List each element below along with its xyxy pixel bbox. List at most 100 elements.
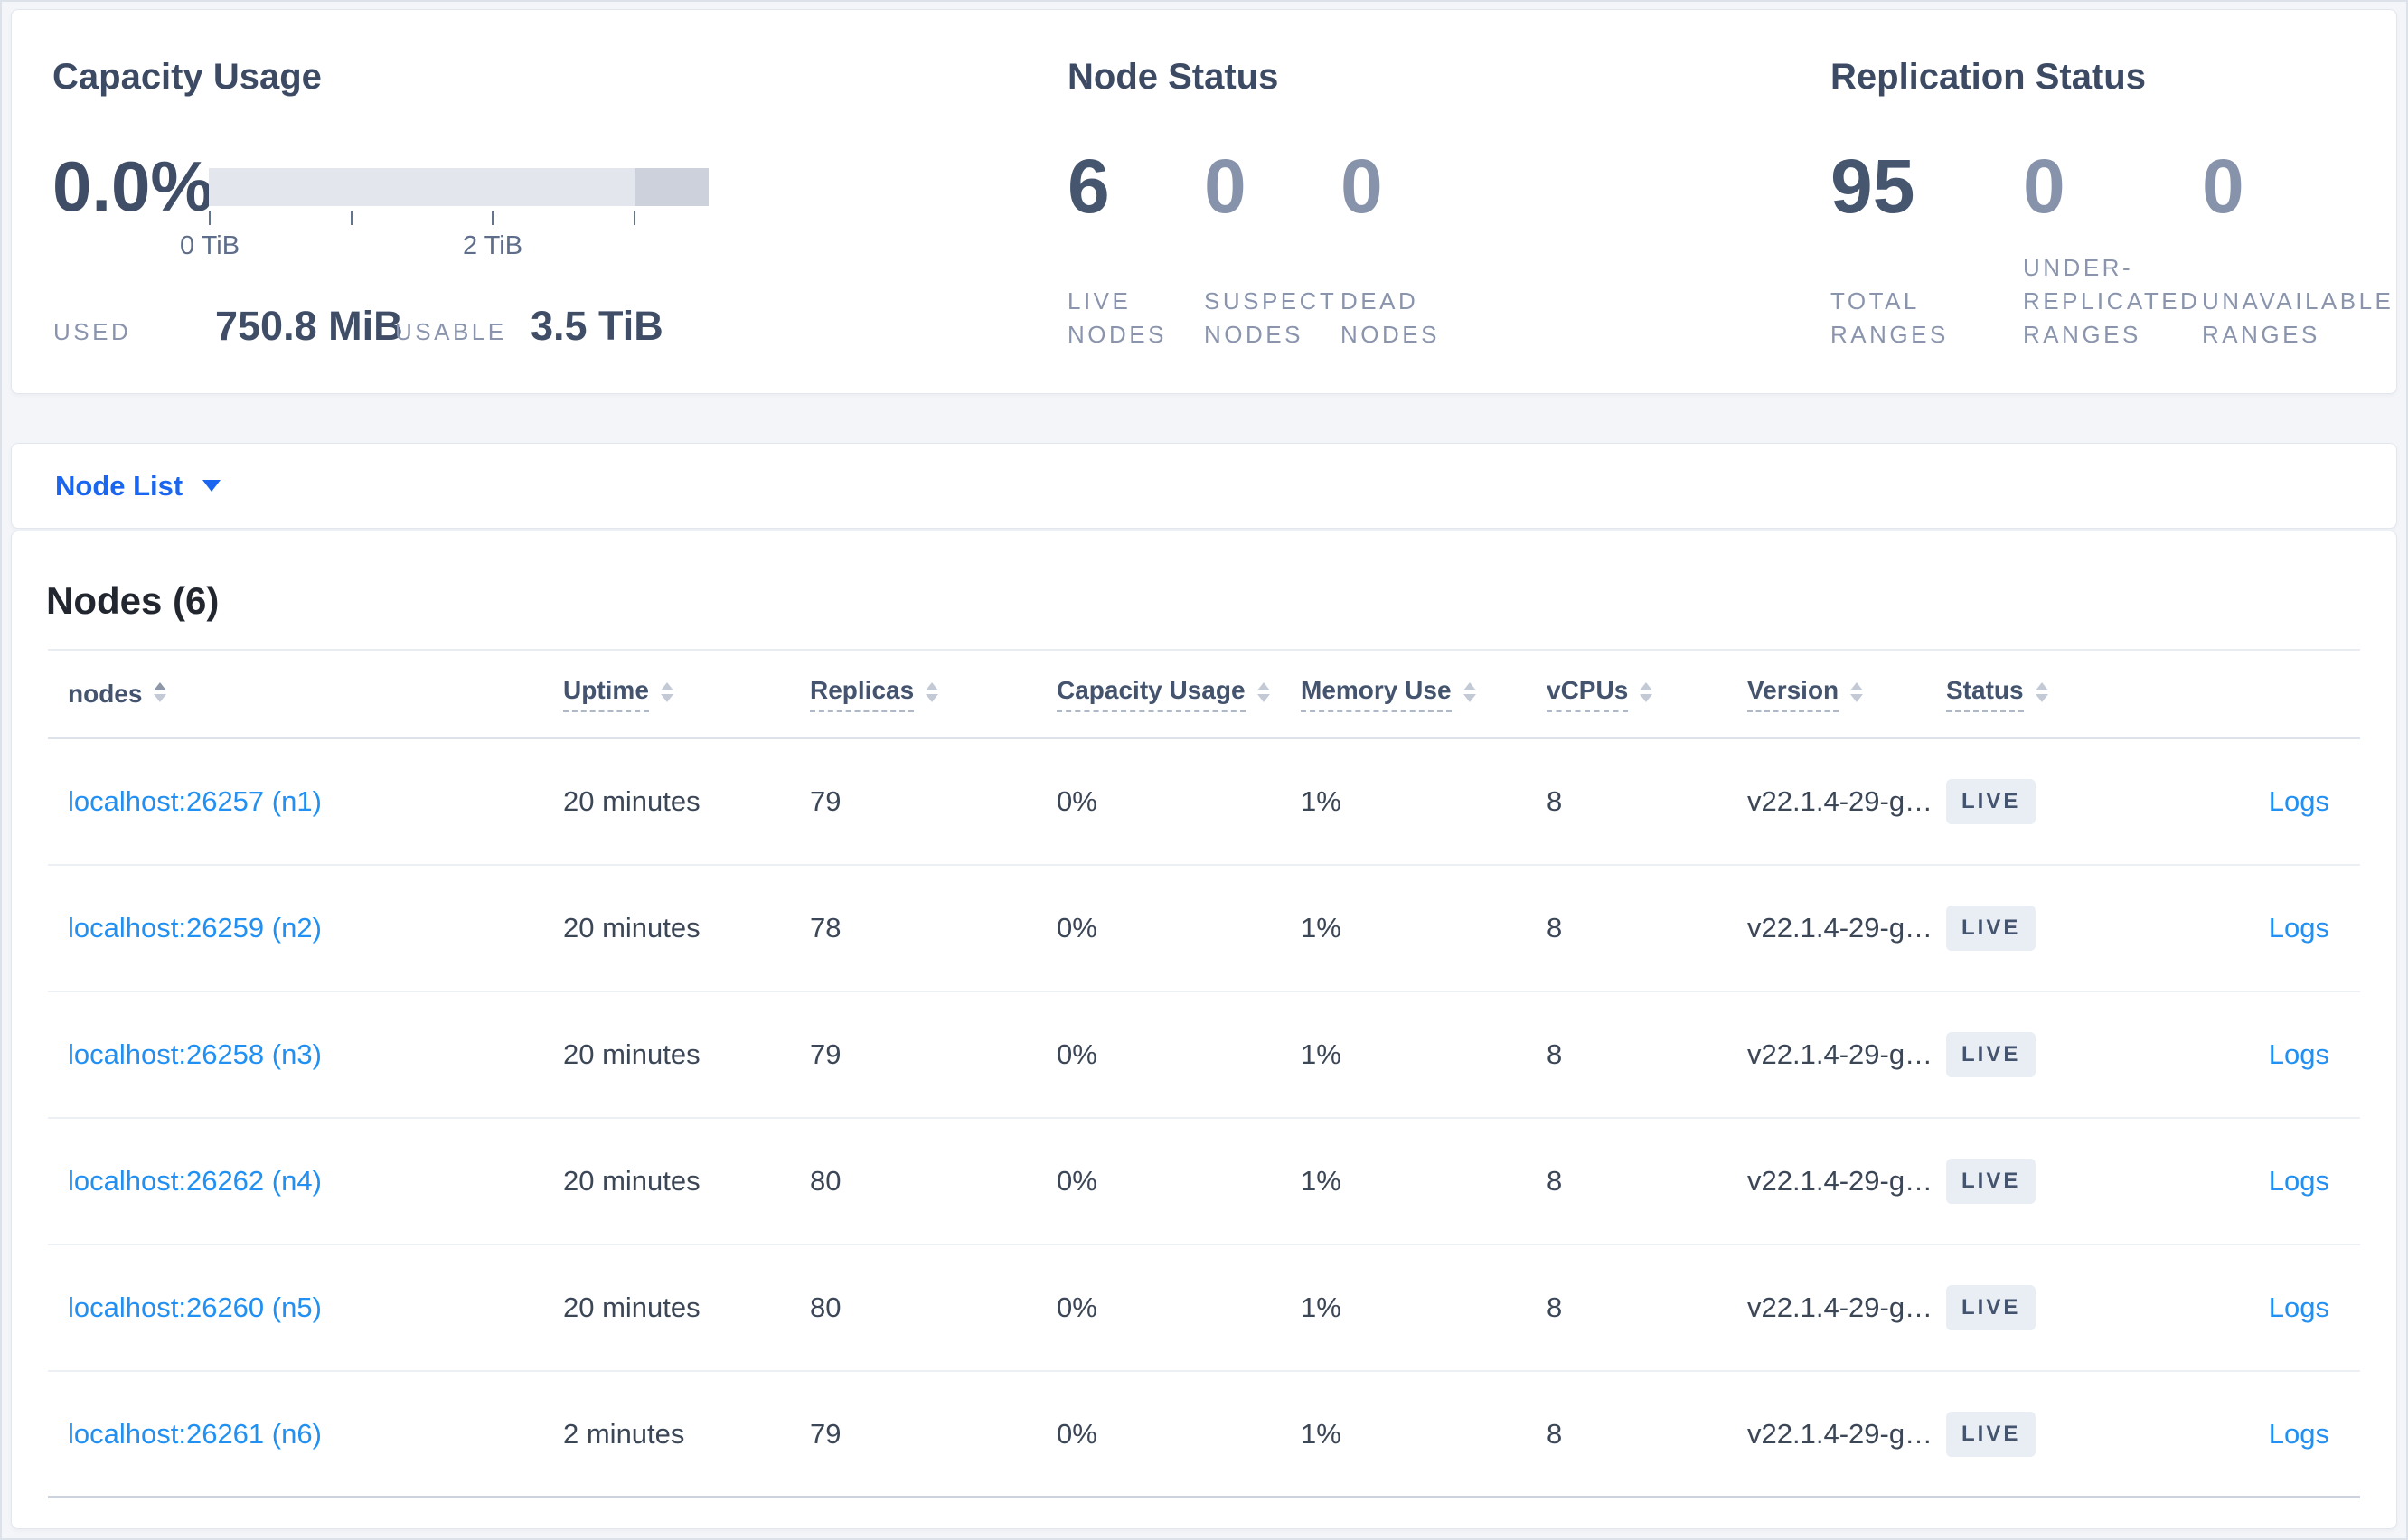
total-ranges-label: TOTAL RANGES (1830, 287, 1949, 348)
column-header-nodes[interactable]: nodes (48, 680, 563, 709)
replicas-cell: 78 (810, 912, 842, 944)
capacity-cell: 0% (1057, 785, 1097, 817)
replicas-cell: 80 (810, 1165, 842, 1197)
nodes-table: nodes Uptime Replicas Capacity Usage Mem… (48, 649, 2360, 1498)
memory-cell: 1% (1301, 1417, 1341, 1450)
used-label: USED (53, 318, 132, 345)
table-row: localhost:26259 (n2) 20 minutes 78 0% 1%… (48, 866, 2360, 992)
unavailable-ranges-label: UNAVAILABLE RANGES (2202, 287, 2394, 348)
memory-cell: 1% (1301, 1038, 1341, 1070)
column-header-uptime[interactable]: Uptime (563, 676, 810, 712)
logs-link[interactable]: Logs (2268, 1417, 2329, 1450)
status-badge: LIVE (1946, 779, 2036, 824)
table-row: localhost:26260 (n5) 20 minutes 80 0% 1%… (48, 1245, 2360, 1372)
logs-link[interactable]: Logs (2268, 912, 2329, 944)
version-cell: v22.1.4-29-g… (1747, 1165, 1933, 1197)
under-replicated-ranges-value: 0 (2023, 144, 2065, 229)
logs-link[interactable]: Logs (2268, 1038, 2329, 1070)
column-header-version[interactable]: Version (1747, 676, 1946, 712)
node-link[interactable]: localhost:26259 (n2) (68, 912, 322, 944)
memory-cell: 1% (1301, 1165, 1341, 1197)
replicas-cell: 79 (810, 1417, 842, 1450)
suspect-nodes-label: SUSPECT NODES (1204, 287, 1337, 348)
node-status-section: Node Status 6 LIVE NODES 0 SUSPECT NODES… (1068, 10, 1610, 393)
version-cell: v22.1.4-29-g… (1747, 912, 1933, 944)
node-list-dropdown[interactable]: Node List (55, 470, 221, 502)
uptime-cell: 20 minutes (563, 1165, 701, 1197)
chevron-down-icon (202, 480, 221, 492)
status-badge: LIVE (1946, 1159, 2036, 1204)
status-badge: LIVE (1946, 1032, 2036, 1077)
node-link[interactable]: localhost:26261 (n6) (68, 1417, 322, 1450)
table-row: localhost:26261 (n6) 2 minutes 79 0% 1% … (48, 1372, 2360, 1498)
total-ranges-value: 95 (1830, 144, 1915, 229)
nodes-table-header: nodes Uptime Replicas Capacity Usage Mem… (48, 649, 2360, 739)
sort-icon (1850, 682, 1864, 702)
sort-icon (926, 682, 939, 702)
status-badge: LIVE (1946, 1285, 2036, 1330)
logs-link[interactable]: Logs (2268, 785, 2329, 817)
total-ranges-stat: 95 TOTAL RANGES (1830, 146, 2011, 352)
column-header-memory-use[interactable]: Memory Use (1301, 676, 1547, 712)
node-link[interactable]: localhost:26262 (n4) (68, 1165, 322, 1197)
column-header-capacity-usage[interactable]: Capacity Usage (1057, 676, 1301, 712)
status-badge: LIVE (1946, 1411, 2036, 1457)
replication-status-section: Replication Status 95 TOTAL RANGES 0 UND… (1830, 10, 2408, 393)
suspect-nodes-value: 0 (1204, 144, 1246, 229)
capacity-cell: 0% (1057, 1165, 1097, 1197)
live-nodes-stat: 6 LIVE NODES (1068, 146, 1185, 352)
vcpus-cell: 8 (1547, 1291, 1563, 1323)
unavailable-ranges-value: 0 (2202, 144, 2244, 229)
capacity-bar-used-segment (635, 168, 709, 206)
version-cell: v22.1.4-29-g… (1747, 1038, 1933, 1070)
capacity-axis-tick (209, 211, 211, 225)
capacity-axis-tick (351, 211, 353, 225)
logs-link[interactable]: Logs (2268, 1165, 2329, 1197)
capacity-bar-chart: 0 TiB 2 TiB (180, 168, 709, 268)
capacity-bar-track (209, 168, 709, 206)
dead-nodes-label: DEAD NODES (1340, 287, 1440, 348)
capacity-cell: 0% (1057, 912, 1097, 944)
replication-status-title: Replication Status (1830, 57, 2146, 97)
sort-icon (1256, 682, 1270, 702)
table-row: localhost:26258 (n3) 20 minutes 79 0% 1%… (48, 992, 2360, 1119)
vcpus-cell: 8 (1547, 785, 1563, 817)
capacity-cell: 0% (1057, 1038, 1097, 1070)
suspect-nodes-stat: 0 SUSPECT NODES (1204, 144, 1337, 352)
usable-label: USABLE (395, 318, 507, 345)
sort-icon (1640, 682, 1653, 702)
node-status-title: Node Status (1068, 57, 1279, 97)
capacity-axis-label-0: 0 TiB (179, 231, 240, 260)
node-link[interactable]: localhost:26257 (n1) (68, 785, 322, 817)
column-header-vcpus[interactable]: vCPUs (1547, 676, 1747, 712)
capacity-used-row: USED 750.8 MiB USABLE 3.5 TiB (53, 303, 663, 350)
capacity-axis-tick (634, 211, 635, 225)
node-list-selector-bar: Node List (11, 443, 2397, 529)
vcpus-cell: 8 (1547, 1038, 1563, 1070)
column-header-replicas[interactable]: Replicas (810, 676, 1057, 712)
uptime-cell: 2 minutes (563, 1417, 685, 1450)
vcpus-cell: 8 (1547, 1417, 1563, 1450)
live-nodes-value: 6 (1068, 144, 1110, 229)
used-value: 750.8 MiB (215, 303, 403, 349)
logs-link[interactable]: Logs (2268, 1291, 2329, 1323)
replicas-cell: 80 (810, 1291, 842, 1323)
vcpus-cell: 8 (1547, 1165, 1563, 1197)
cluster-summary-panel: Capacity Usage 0.0% 0 TiB 2 TiB USED 750… (11, 9, 2397, 394)
node-link[interactable]: localhost:26258 (n3) (68, 1038, 322, 1070)
uptime-cell: 20 minutes (563, 785, 701, 817)
table-row: localhost:26262 (n4) 20 minutes 80 0% 1%… (48, 1119, 2360, 1245)
sort-icon (660, 682, 673, 702)
column-header-status[interactable]: Status (1946, 676, 2154, 712)
capacity-axis-label-2: 2 TiB (462, 231, 523, 260)
uptime-cell: 20 minutes (563, 1038, 701, 1070)
node-link[interactable]: localhost:26260 (n5) (68, 1291, 322, 1323)
capacity-usage-section: Capacity Usage 0.0% 0 TiB 2 TiB USED 750… (52, 10, 739, 393)
sort-icon (154, 682, 167, 702)
sort-icon (2035, 682, 2048, 702)
uptime-cell: 20 minutes (563, 912, 701, 944)
memory-cell: 1% (1301, 1291, 1341, 1323)
sort-icon (1463, 682, 1476, 702)
replicas-cell: 79 (810, 1038, 842, 1070)
